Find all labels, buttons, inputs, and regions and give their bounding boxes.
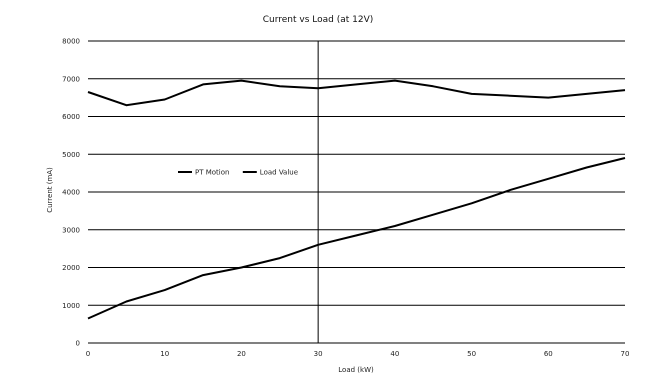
legend: PT Motion Load Value (178, 169, 298, 177)
y-axis-label: Current (mA) (46, 167, 54, 213)
y-tick-label: 1000 (62, 302, 80, 310)
y-tick-label: 0 (76, 340, 80, 348)
x-tick-label: 50 (467, 350, 476, 358)
y-tick-label: 5000 (62, 151, 80, 159)
x-tick-label: 70 (621, 350, 630, 358)
x-tick-label: 60 (544, 350, 553, 358)
x-tick-labels: 0 10 20 30 40 50 60 70 (86, 350, 630, 358)
chart-title: Current vs Load (at 12V) (263, 15, 374, 25)
y-tick-label: 6000 (62, 113, 80, 121)
y-tick-label: 3000 (62, 226, 80, 234)
y-tick-label: 8000 (62, 38, 80, 46)
x-tick-label: 10 (160, 350, 169, 358)
y-tick-label: 7000 (62, 75, 80, 83)
x-tick-label: 0 (86, 350, 90, 358)
x-tick-label: 20 (237, 350, 246, 358)
x-axis-label: Load (kW) (338, 366, 374, 374)
y-tick-label: 4000 (62, 189, 80, 197)
legend-label-0: PT Motion (195, 169, 229, 177)
series-line-1 (87, 79, 626, 107)
x-tick-label: 30 (314, 350, 323, 358)
series-lines (87, 79, 626, 320)
axes (88, 41, 625, 344)
x-tick-label: 40 (390, 350, 399, 358)
legend-label-1: Load Value (260, 169, 298, 177)
series-line-0 (87, 157, 626, 320)
grid-lines (88, 40, 625, 306)
y-tick-label: 2000 (62, 264, 80, 272)
y-tick-labels: 0 1000 2000 3000 4000 5000 6000 7000 8000 (62, 38, 80, 348)
